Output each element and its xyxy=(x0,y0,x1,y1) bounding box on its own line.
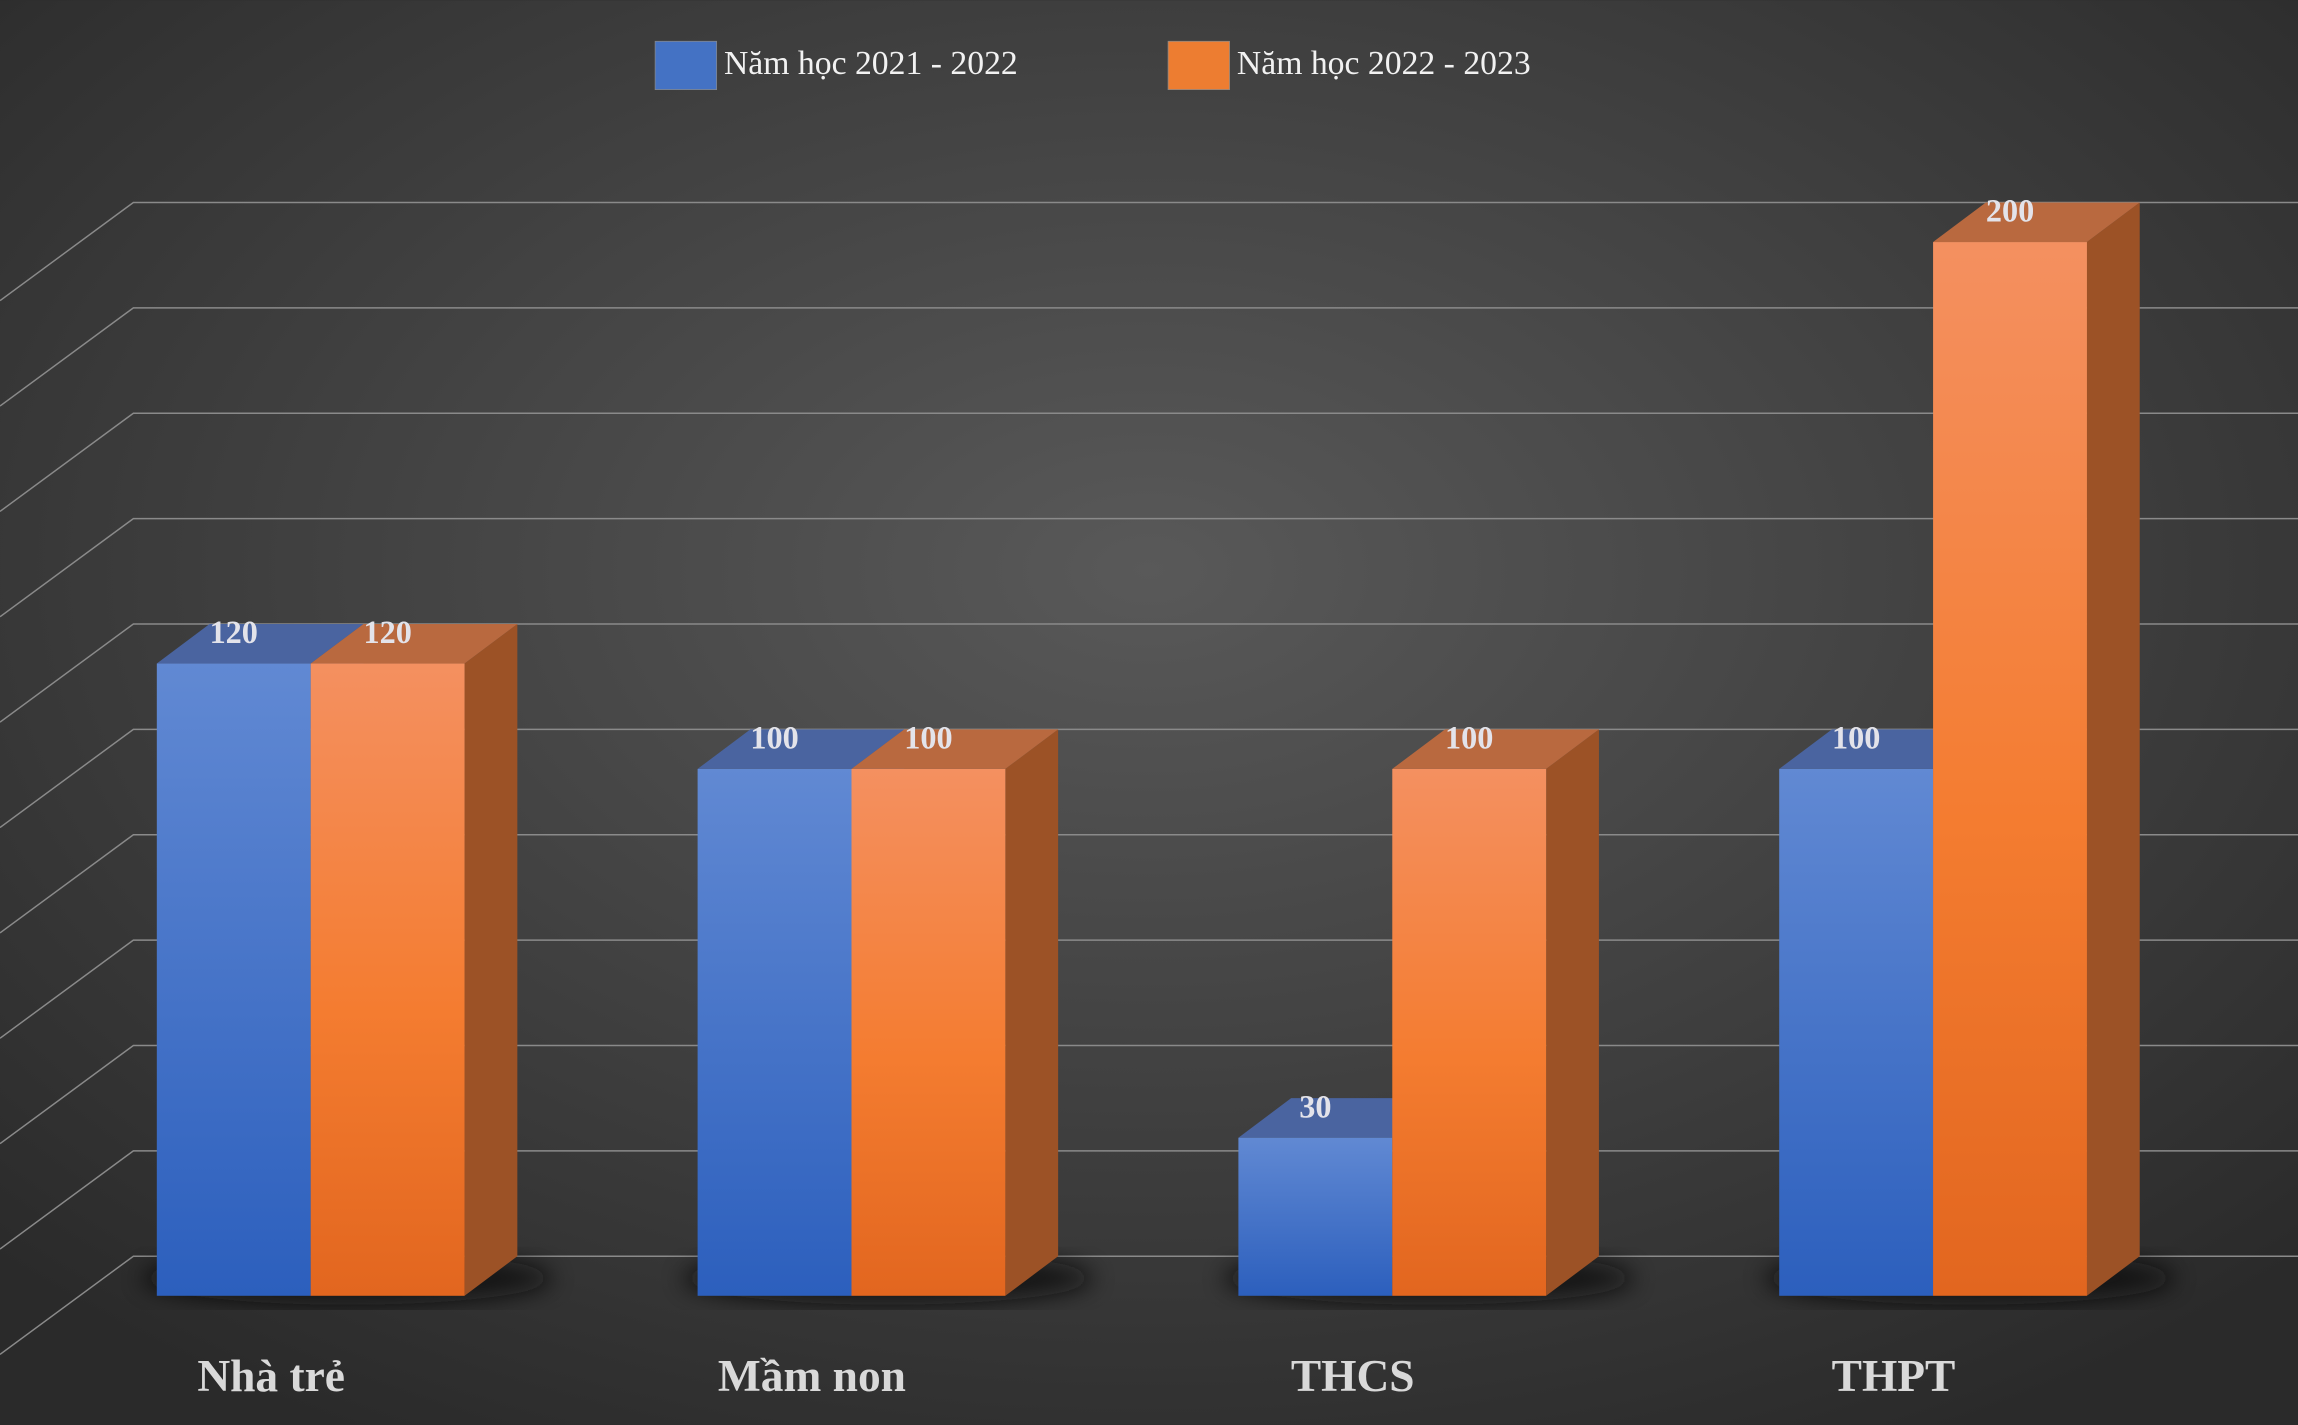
value-label: 120 xyxy=(363,614,411,650)
x-tick-label: Nhà trẻ xyxy=(197,1351,345,1401)
bar xyxy=(697,768,852,1296)
bar-top xyxy=(1933,202,2140,243)
bar xyxy=(851,768,1006,1296)
grid-line xyxy=(0,412,2298,513)
grid-line xyxy=(0,201,2298,302)
bar-top xyxy=(851,729,1059,769)
bar xyxy=(1238,1137,1393,1296)
value-label: 100 xyxy=(1832,719,1880,755)
legend-swatch xyxy=(654,40,718,91)
bar-top xyxy=(310,623,518,664)
bar-side xyxy=(1546,729,1599,1296)
legend-swatch xyxy=(1167,40,1230,91)
value-label: 30 xyxy=(1299,1088,1331,1124)
x-tick-label: THPT xyxy=(1832,1351,1956,1401)
x-tick-label: THCS xyxy=(1291,1351,1415,1401)
value-label: 200 xyxy=(1986,193,2034,229)
legend-label: Năm học 2021 - 2022 xyxy=(724,45,1018,82)
bar-top xyxy=(156,623,364,664)
value-label: 100 xyxy=(1445,719,1493,755)
bar-top xyxy=(697,729,905,769)
bar xyxy=(310,663,465,1296)
x-tick-label: Mầm non xyxy=(718,1351,906,1401)
bar-side xyxy=(1005,729,1059,1296)
value-label: 120 xyxy=(210,614,258,650)
bar-side xyxy=(464,623,518,1296)
grid-line xyxy=(0,623,2298,723)
legend-label: Năm học 2022 - 2023 xyxy=(1237,45,1531,82)
legend: Năm học 2021 - 2022 Năm học 2022 - 2023 xyxy=(654,40,1531,91)
value-label: 100 xyxy=(904,719,952,755)
grid-line xyxy=(0,307,2298,407)
bar xyxy=(1392,768,1547,1296)
bar xyxy=(1933,242,2087,1296)
bar-side xyxy=(2086,202,2140,1296)
value-label: 100 xyxy=(750,719,798,755)
bar xyxy=(156,663,311,1296)
bar xyxy=(1779,768,1934,1296)
grid-line xyxy=(0,517,2298,618)
bar-top xyxy=(1392,729,1599,769)
